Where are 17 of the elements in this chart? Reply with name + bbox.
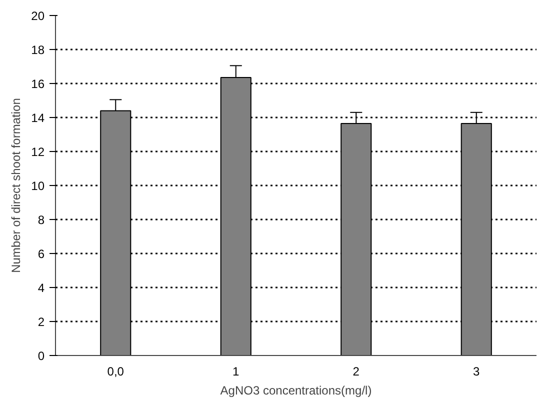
y-tick-label: 4: [38, 281, 45, 295]
y-tick-label: 14: [31, 111, 45, 125]
y-tick-label: 10: [31, 179, 45, 193]
x-tick-label: 2: [352, 364, 360, 378]
x-tick-label: 1: [232, 364, 240, 378]
y-tick-label: 20: [31, 9, 45, 23]
y-tick-label: 2: [38, 315, 45, 329]
x-tick-label: 3: [473, 364, 480, 378]
y-tick-label: 18: [31, 43, 45, 57]
x-tick-label: 0,0: [107, 364, 124, 378]
y-tick-label: 16: [31, 77, 45, 91]
y-tick-label: 8: [38, 213, 45, 227]
y-axis-title: Number of direct shoot formation: [9, 98, 24, 273]
y-tick-label: 12: [31, 145, 45, 159]
x-axis-title: AgNO3 concentrations(mg/l): [220, 384, 372, 398]
y-tick-label: 6: [38, 247, 45, 261]
y-tick-label: 0: [38, 349, 45, 363]
